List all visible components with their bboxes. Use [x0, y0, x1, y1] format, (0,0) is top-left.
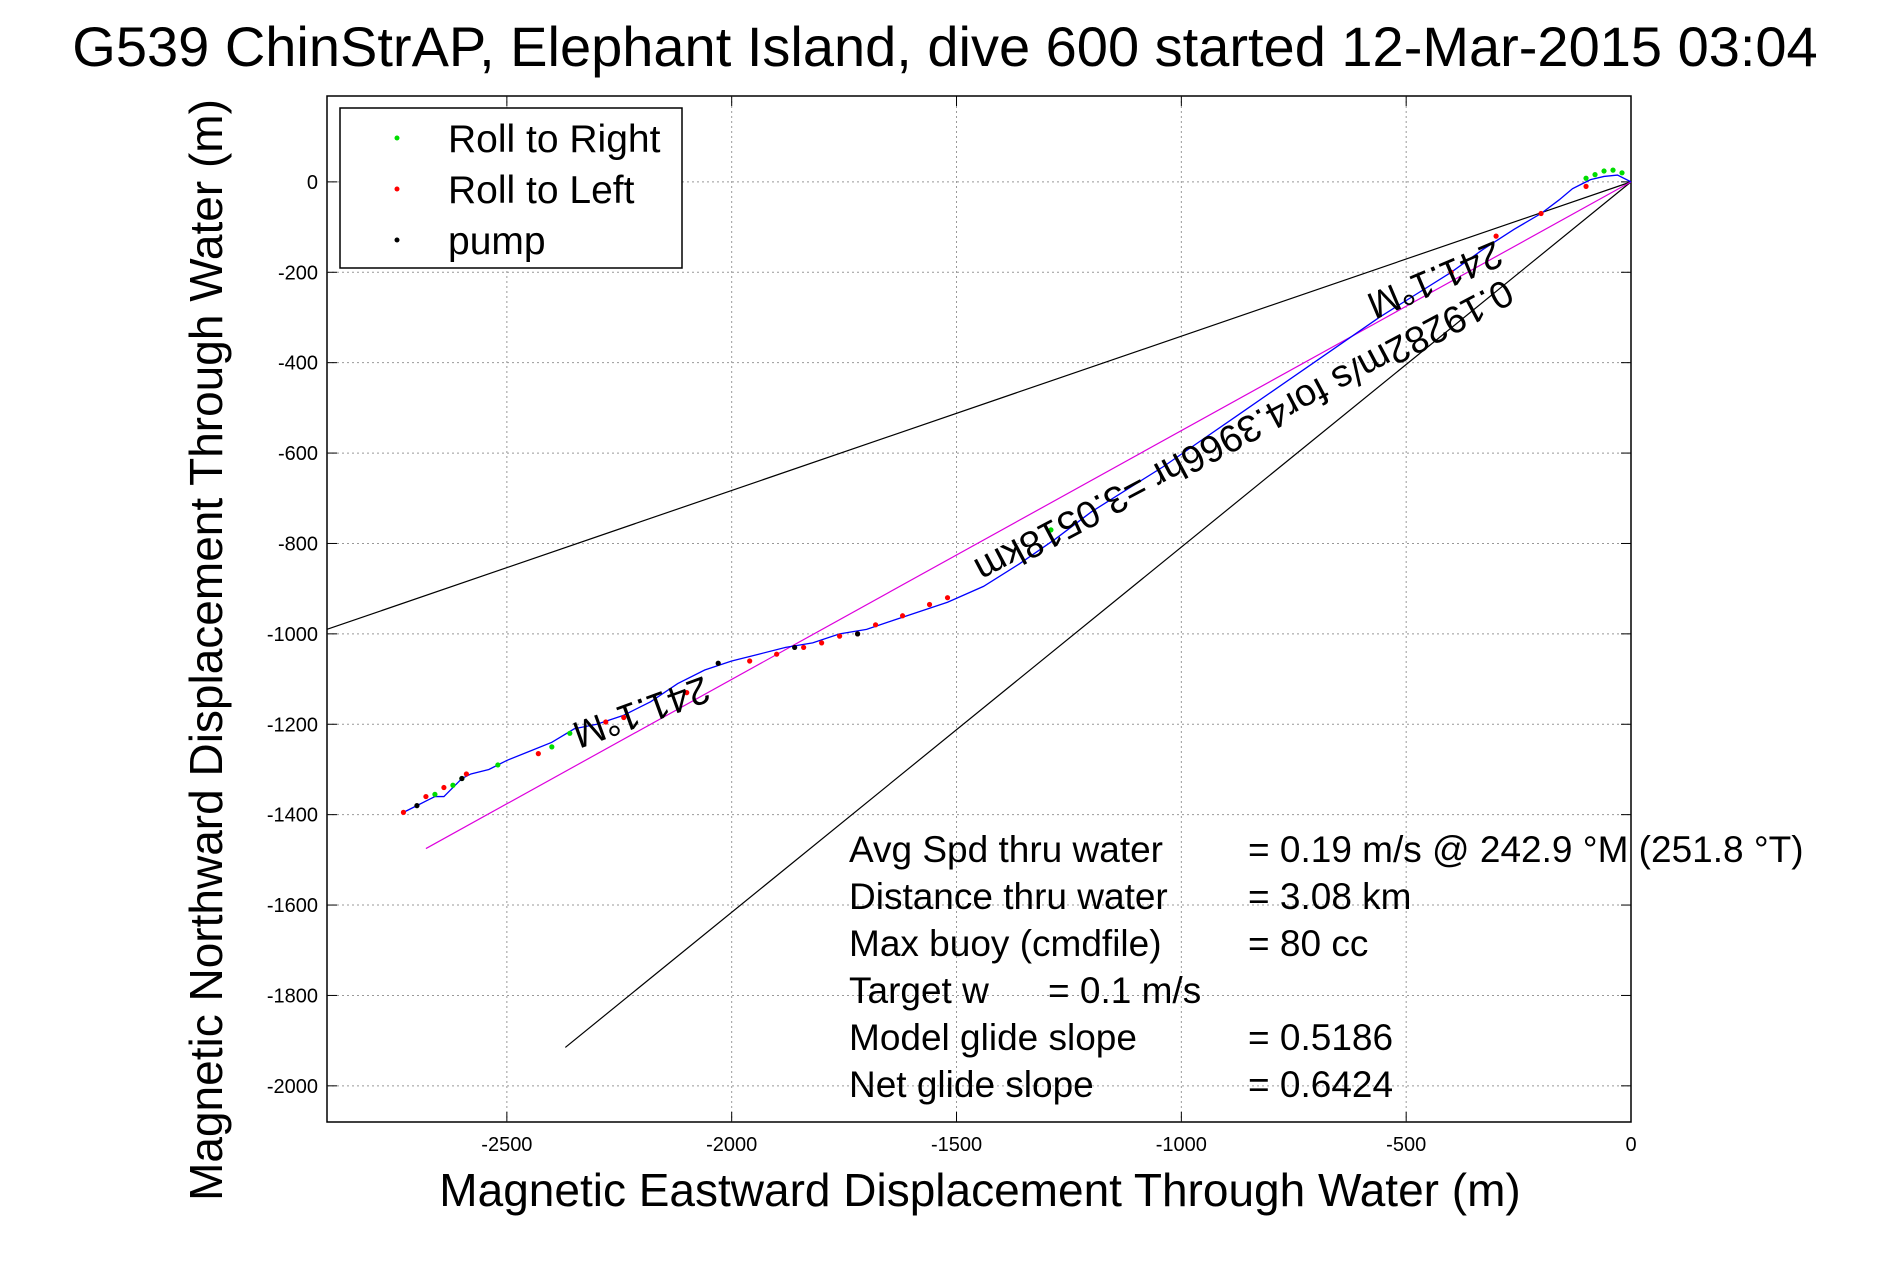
point-roll-to-left [944, 595, 951, 601]
point-pump [414, 803, 420, 809]
y-tick-label: -2000 [267, 1076, 318, 1098]
point-pump [792, 644, 798, 651]
reference-line [326, 181, 1632, 630]
point-roll-to-right [432, 791, 438, 797]
stat-value: = 0.19 m/s @ 242.9 °M (251.8 °T) [1248, 829, 1804, 870]
point-roll-to-right [1619, 170, 1625, 176]
stat-label: Model glide slope [849, 1017, 1137, 1058]
track-line [403, 174, 1632, 813]
stat-value: = 80 cc [1248, 923, 1368, 964]
point-roll-to-left [819, 640, 825, 646]
y-axis-ticks: 0 -200 -400 -600 -800 -1000 -1200 -1400 -1600 -18… [267, 172, 1631, 1098]
point-roll-to-right [1601, 168, 1607, 174]
y-tick-label: -1200 [267, 714, 318, 736]
x-axis-label: Magnetic Eastward Displacement Through W… [439, 1164, 1520, 1216]
point-roll-to-left [684, 690, 690, 696]
legend-label-pump: pump [448, 220, 546, 263]
x-tick-label: -1000 [1156, 1134, 1207, 1156]
y-tick-label: -1000 [267, 624, 318, 646]
point-pump [854, 631, 861, 637]
y-tick-label: -600 [278, 443, 318, 465]
point-roll-to-left [603, 719, 609, 725]
x-tick-label: -500 [1386, 1134, 1426, 1156]
stat-value: = 0.5186 [1248, 1017, 1393, 1058]
y-tick-label: -1600 [267, 895, 318, 917]
chart-title: G539 ChinStrAP, Elephant Island, dive 60… [72, 15, 1817, 78]
y-tick-label: -1800 [267, 985, 318, 1007]
point-roll-to-left [747, 658, 753, 664]
point-roll-to-left [774, 651, 780, 657]
legend-marker-pump [394, 237, 400, 243]
data-series [400, 167, 1632, 815]
x-tick-label: -2000 [706, 1134, 757, 1156]
y-axis-label: Magnetic Northward Displacement Through … [180, 99, 232, 1201]
stat-label: Target w [849, 970, 989, 1011]
point-roll-to-right [1610, 167, 1616, 173]
point-roll-to-right [495, 762, 501, 768]
reference-line [425, 181, 1632, 850]
x-axis-ticks: -2500 -2000 -1500 -1000 -500 0 [481, 96, 1637, 1156]
stats-block: Avg Spd thru water = 0.19 m/s @ 242.9 °M… [849, 829, 1804, 1105]
point-pump [715, 660, 721, 666]
point-roll-to-left [535, 751, 541, 757]
point-roll-to-right [1592, 172, 1598, 178]
point-roll-to-left [926, 601, 933, 608]
stat-label: Avg Spd thru water [849, 829, 1163, 870]
point-roll-to-right [567, 730, 573, 736]
point-roll-to-left [1448, 269, 1454, 275]
x-tick-label: -2500 [481, 1134, 532, 1156]
legend-label-roll-left: Roll to Left [448, 169, 635, 212]
y-tick-label: -400 [278, 353, 318, 375]
reference-line [564, 181, 1632, 1048]
point-roll-to-left [621, 714, 627, 721]
y-tick-label: -800 [278, 533, 318, 555]
stat-value: = 0.1 m/s [1048, 970, 1201, 1011]
point-roll-to-left [837, 633, 843, 639]
point-roll-to-left [1583, 183, 1589, 189]
point-roll-to-right [549, 744, 555, 750]
x-tick-label: 0 [1625, 1134, 1636, 1156]
point-roll-to-left [463, 771, 469, 777]
stat-label: Max buoy (cmdfile) [849, 923, 1162, 964]
point-roll-to-left [872, 622, 879, 628]
y-tick-label: -200 [278, 262, 318, 284]
legend-label-roll-right: Roll to Right [448, 118, 661, 161]
stat-label: Distance thru water [849, 876, 1168, 917]
point-roll-to-left [899, 613, 906, 619]
point-roll-to-left [423, 793, 429, 800]
stat-label: Net glide slope [849, 1064, 1094, 1105]
legend: Roll to Right Roll to Left pump [339, 107, 683, 269]
y-tick-label: 0 [307, 172, 318, 194]
point-roll-to-left [801, 644, 807, 651]
y-tick-label: -1400 [267, 805, 318, 827]
point-roll-to-right [1583, 175, 1589, 181]
legend-marker-roll-left [394, 186, 400, 192]
point-pump [459, 775, 465, 782]
point-roll-to-right [1048, 527, 1054, 533]
point-roll-to-left [1538, 210, 1544, 217]
point-roll-to-right [450, 782, 456, 788]
point-roll-to-left [1493, 233, 1499, 239]
x-tick-label: -1500 [931, 1134, 982, 1156]
point-roll-to-left [400, 809, 407, 815]
stat-value: = 0.6424 [1248, 1064, 1393, 1105]
point-roll-to-left [441, 784, 447, 791]
reference-lines [326, 181, 1632, 1048]
legend-marker-roll-right [394, 135, 400, 141]
stat-value: = 3.08 km [1248, 876, 1412, 917]
